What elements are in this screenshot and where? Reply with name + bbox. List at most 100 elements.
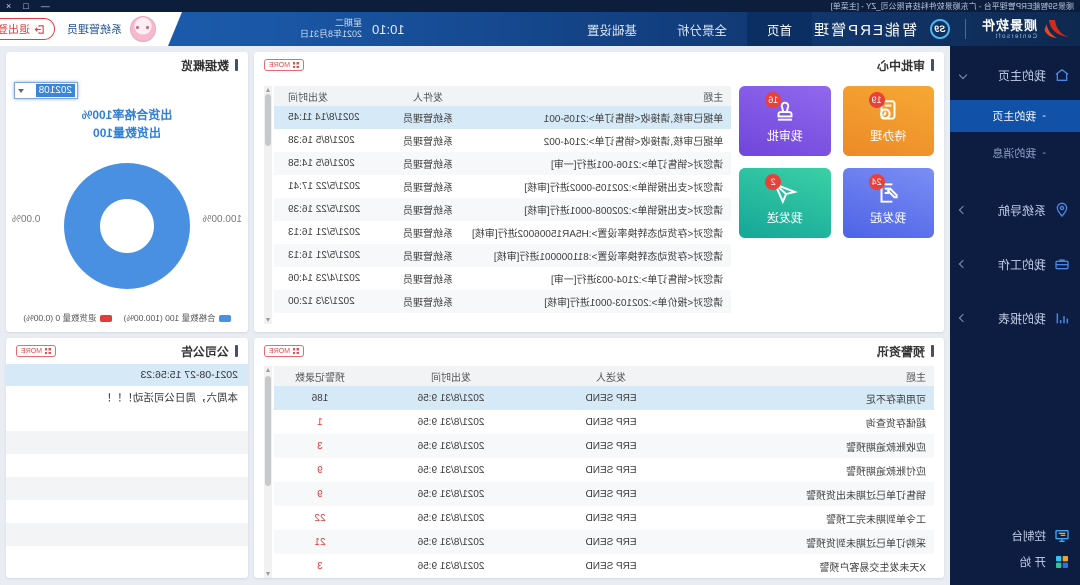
table-row[interactable]: X天未发生交易客户预警 ERP SEND 2021/8/31 9:56 3 <box>317 560 926 574</box>
panel-title: 预警资讯 <box>876 344 925 359</box>
scroll-thumb[interactable] <box>265 376 271 486</box>
company-notice-panel: 公司公告 MORE 2021-08-27 15:56:23 本周六，周日公司活动… <box>6 338 248 578</box>
alerts-table: 主题 发送人 发出时间 预警记录数 可用库存不足 ERP SEND 2021/8… <box>264 366 934 578</box>
chevron-right-icon <box>958 313 968 323</box>
notice-empty-row <box>6 477 248 500</box>
table-row[interactable]: 请您对<销售订单>:2104-003进行[一审] 系统管理员 2021/4/23… <box>288 273 724 286</box>
scroll-down-icon[interactable] <box>266 572 271 576</box>
window-title: 顺景S9智能ERP管理平台 - 广东顺景软件科技有限公司_ZY - [主菜单] <box>830 1 1074 11</box>
user-zone: 系统管理员 退出登录 <box>0 12 182 46</box>
notice-empty-row <box>6 523 248 546</box>
tab-panorama[interactable]: 全景分析 <box>676 23 727 38</box>
title-accent-bar <box>235 345 238 357</box>
app-header: 顺景软件 Centersoft S9 智能ERP管理平台 首页 全景分析 基础设… <box>0 12 1080 46</box>
scroll-thumb[interactable] <box>265 94 271 146</box>
tile-my-approvals[interactable]: 16 我审批 <box>739 86 831 156</box>
company-name: 顺景软件 <box>980 17 1037 33</box>
approval-table-header: 主题 发件人 发出时间 <box>274 86 732 106</box>
table-row[interactable]: 请您对<存货动态转换率设置>:811000001进行[审核] 系统管理员 202… <box>274 244 732 267</box>
donut-legend: 合格数量 100 (100.00%) 退货数量 0 (0.00%) <box>6 312 248 324</box>
tile-todo[interactable]: 19 待办理 <box>842 86 934 156</box>
panel-title: 公司公告 <box>180 344 229 359</box>
tab-home[interactable]: 首页 <box>746 12 812 46</box>
header-clock: 10:10 星期二 2021年8月31日 <box>300 12 405 46</box>
sidebar: 我的主页 - 我的主页 - 我的消息 系统导航 我的工作 <box>950 46 1080 585</box>
sidebar-item-my-home[interactable]: - 我的主页 <box>950 100 1080 132</box>
table-row[interactable]: 销售订单已过期未出货预警 ERP SEND 2021/8/31 9:56 9 <box>274 482 934 506</box>
clock-date: 2021年8月31日 <box>300 29 363 39</box>
donut-label-left: 100.00% <box>202 214 242 225</box>
more-button[interactable]: MORE <box>16 345 56 357</box>
divider <box>964 19 966 39</box>
s9-badge: S9 <box>929 19 950 39</box>
logout-button[interactable]: 退出登录 <box>0 18 55 40</box>
title-accent-bar <box>931 59 934 71</box>
panel-title: 数据概览 <box>180 58 229 73</box>
close-icon[interactable]: × <box>6 0 12 11</box>
more-button[interactable]: MORE <box>264 59 304 71</box>
table-row[interactable]: 超储存货查询 ERP SEND 2021/8/31 9:56 1 <box>317 416 926 430</box>
table-row[interactable]: 请您对<报价单>:202103-0001进行[审核] 系统管理员 2021/3/… <box>274 290 732 313</box>
table-row[interactable]: 应付账款逾期预警 ERP SEND 2021/8/31 9:56 9 <box>317 464 926 478</box>
scrollbar[interactable] <box>264 86 272 324</box>
sidebar-item-system-nav[interactable]: 系统导航 <box>950 194 1080 226</box>
notice-text-row[interactable]: 本周六，周日公司活动！！！ <box>101 391 239 404</box>
notice-empty-row <box>6 454 248 477</box>
table-row[interactable]: 单据已审核,请接收<销售订单>:2104-002 系统管理员 2021/8/5 … <box>288 135 724 148</box>
table-row[interactable]: 单据已审核,请接收<销售订单>:2105-001 系统管理员 2021/8/14… <box>274 106 732 129</box>
logout-icon <box>34 24 45 35</box>
tile-my-initiated[interactable]: 24 我发起 <box>842 168 934 238</box>
table-row[interactable]: 请您对<支出报销单>:202008-0001进行[审核] 系统管理员 2021/… <box>274 198 732 221</box>
panel-title: 审批中心 <box>876 58 925 73</box>
tab-settings[interactable]: 基础设置 <box>586 23 637 38</box>
table-row[interactable]: 请您对<支出报销单>:202105-0002进行[审核] 系统管理员 2021/… <box>288 181 724 194</box>
sidebar-item-my-messages[interactable]: - 我的消息 <box>992 147 1046 160</box>
sidebar-item-start[interactable]: 开 始 <box>950 549 1080 575</box>
quick-action-tiles: 19 待办理 16 我审批 24 <box>733 78 944 238</box>
clock-time: 10:10 <box>372 21 405 37</box>
table-row[interactable]: 工令单到期未完工预警 ERP SEND 2021/8/31 9:56 22 <box>314 512 926 526</box>
more-button[interactable]: MORE <box>264 345 304 357</box>
main-nav: 首页 全景分析 基础设置 <box>567 12 812 46</box>
home-icon <box>1055 68 1069 81</box>
window-titlebar: 顺景S9智能ERP管理平台 - 广东顺景软件科技有限公司_ZY - [主菜单] … <box>0 0 1080 12</box>
minimize-icon[interactable]: — <box>40 0 50 11</box>
map-pin-icon <box>1056 202 1068 217</box>
scroll-up-icon[interactable] <box>266 368 271 372</box>
notice-date-row[interactable]: 2021-08-27 15:56:23 <box>6 364 248 386</box>
sidebar-item-console[interactable]: 控制台 <box>950 523 1080 549</box>
table-row[interactable]: 请您对<销售订单>:2106-001进行[一审] 系统管理员 2021/6/5 … <box>274 152 732 175</box>
tile-my-sent[interactable]: 2 我发送 <box>739 168 831 238</box>
scroll-up-icon[interactable] <box>266 88 271 92</box>
clock-weekday: 星期二 <box>335 17 363 28</box>
chevron-right-icon <box>958 259 968 269</box>
period-select[interactable]: 202108 <box>14 82 78 99</box>
sidebar-item-my-work[interactable]: 我的工作 <box>950 248 1080 280</box>
chevron-down-icon <box>958 70 968 80</box>
title-accent-bar <box>931 345 934 357</box>
donut-chart: 100.00% 0.00% <box>6 148 248 304</box>
legend-swatch-blue <box>218 315 231 323</box>
sidebar-item-my-home-group[interactable]: 我的主页 <box>950 60 1080 90</box>
scrollbar[interactable] <box>264 366 272 578</box>
sidebar-item-my-reports[interactable]: 我的报表 <box>950 302 1080 334</box>
table-row[interactable]: 请您对<存货动态转换率设置>:H5AR15006002进行[审核] 系统管理员 … <box>288 227 724 240</box>
scroll-down-icon[interactable] <box>266 318 271 322</box>
table-row[interactable]: 采购订单已过期未到货预警 ERP SEND 2021/8/31 9:56 21 <box>274 530 934 554</box>
table-row[interactable]: 可用库存不足 ERP SEND 2021/8/31 9:56 186 <box>274 386 934 410</box>
alert-news-panel: 预警资讯 MORE 主题 发送人 发出时间 预警记录数 可用库存不足 ERP S… <box>254 338 944 578</box>
chevron-down-icon <box>18 88 24 93</box>
grid-icon <box>293 348 299 354</box>
todo-count-badge: 19 <box>868 92 885 108</box>
pass-rate-text: 出货合格率100% <box>81 108 173 122</box>
approval-table: 主题 发件人 发出时间 单据已审核,请接收<销售订单>:2105-001 系统管… <box>264 86 732 324</box>
table-row[interactable]: 应收账款逾期预警 ERP SEND 2021/8/31 9:56 3 <box>274 434 934 458</box>
doc-edit-icon <box>880 183 898 203</box>
avatar[interactable] <box>130 16 156 42</box>
user-name: 系统管理员 <box>67 24 122 36</box>
approval-center-panel: 审批中心 MORE 19 待办理 16 <box>254 52 944 332</box>
maximize-icon[interactable]: □ <box>23 0 29 11</box>
donut-ring <box>64 163 190 289</box>
briefcase-icon <box>1055 259 1069 270</box>
